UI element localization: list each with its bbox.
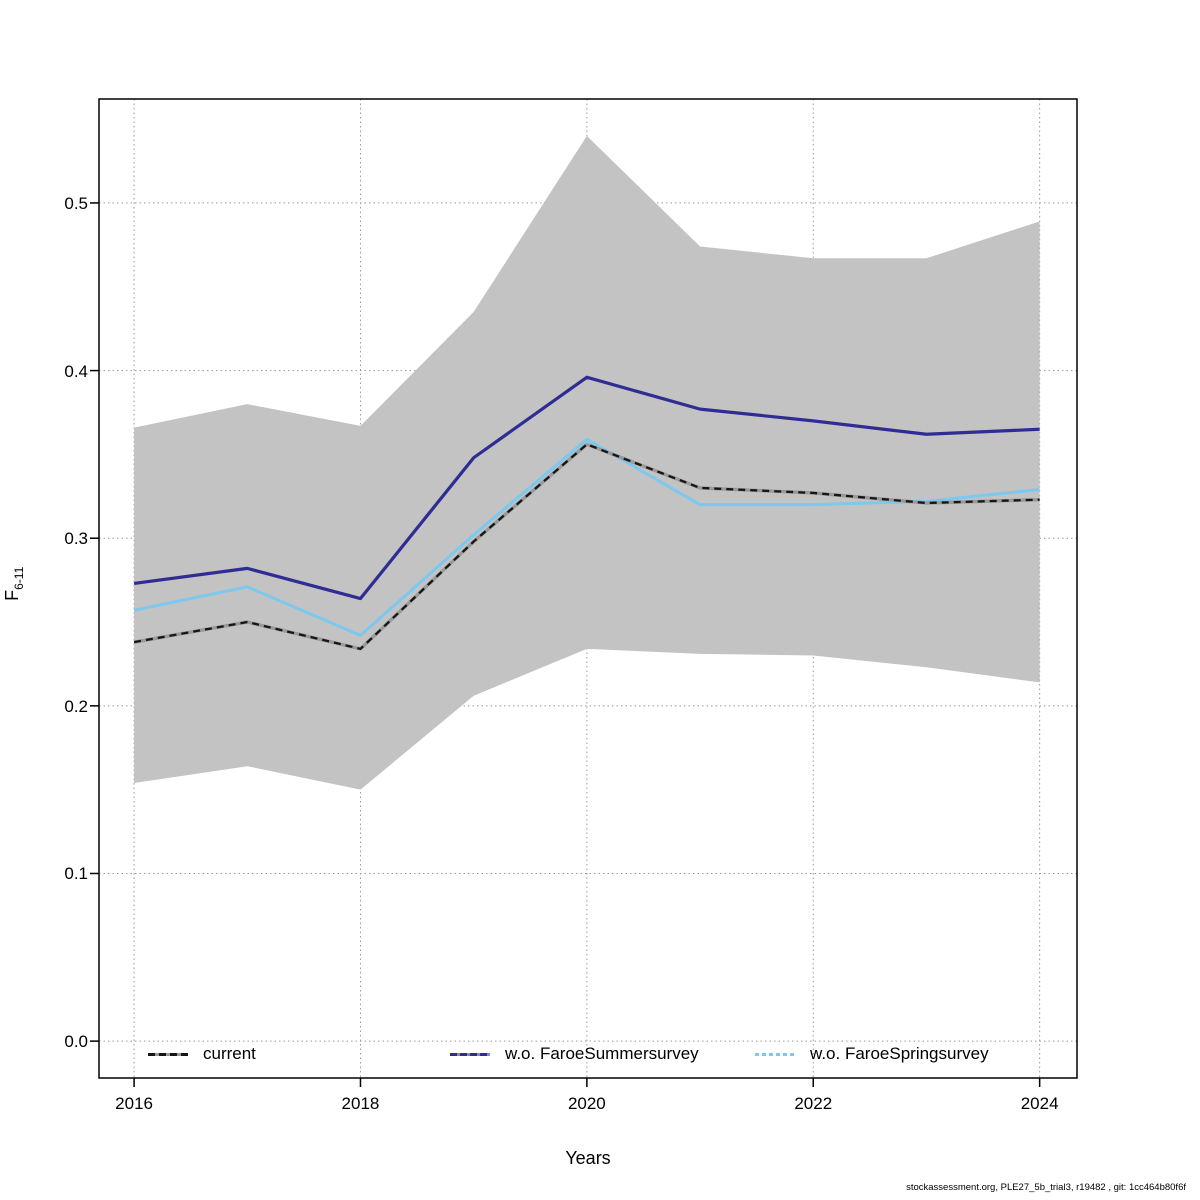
axis-ticks <box>90 202 1041 1087</box>
y-axis-title-main: F <box>2 589 23 601</box>
confidence-band <box>134 135 1040 790</box>
series-line-faroesummersurvey <box>133 375 1040 601</box>
legend-item-faroesummersurvey: w.o. FaroeSummersurvey <box>450 1042 699 1066</box>
y-tick-label: 0.3 <box>64 529 88 549</box>
y-tick-label: 0.5 <box>64 193 88 213</box>
legend-label-current: current <box>203 1044 256 1063</box>
x-tick-label: 2022 <box>794 1094 833 1113</box>
legend-line-sample-faroesummersurvey <box>450 1052 490 1056</box>
series-line-current <box>133 443 1040 650</box>
y-tick-label: 0.0 <box>64 1032 88 1052</box>
x-tick-label: 2016 <box>115 1094 153 1113</box>
x-axis-title: Years <box>565 1148 611 1168</box>
legend: current w.o. FaroeSummersurvey w.o. Faro… <box>99 1042 1077 1066</box>
series-lines-layer <box>133 375 1040 651</box>
plot-border <box>98 98 1078 1079</box>
y-tick-label: 0.1 <box>64 864 88 884</box>
series-line-faroespringsurvey <box>133 437 1040 637</box>
legend-label-faroespringsurvey: w.o. FaroeSpringsurvey <box>810 1044 989 1063</box>
x-tick-label: 2020 <box>567 1094 606 1113</box>
legend-line-sample-faroespringsurvey <box>755 1052 795 1056</box>
legend-item-faroespringsurvey: w.o. FaroeSpringsurvey <box>755 1042 989 1066</box>
legend-label-faroesummersurvey: w.o. FaroeSummersurvey <box>505 1044 699 1063</box>
x-tick-label: 2018 <box>341 1094 380 1113</box>
confidence-band-layer <box>134 135 1040 790</box>
y-tick-label: 0.2 <box>64 696 88 716</box>
x-tick-label: 2024 <box>1020 1094 1059 1113</box>
legend-item-current: current <box>148 1042 256 1066</box>
y-tick-label: 0.4 <box>64 361 88 381</box>
legend-line-sample-current <box>148 1052 188 1056</box>
y-axis-title: F6-11 <box>2 534 26 634</box>
footer-citation: stockassessment.org, PLE27_5b_trial3, r1… <box>906 1182 1186 1193</box>
y-axis-title-subscript: 6-11 <box>11 566 26 590</box>
